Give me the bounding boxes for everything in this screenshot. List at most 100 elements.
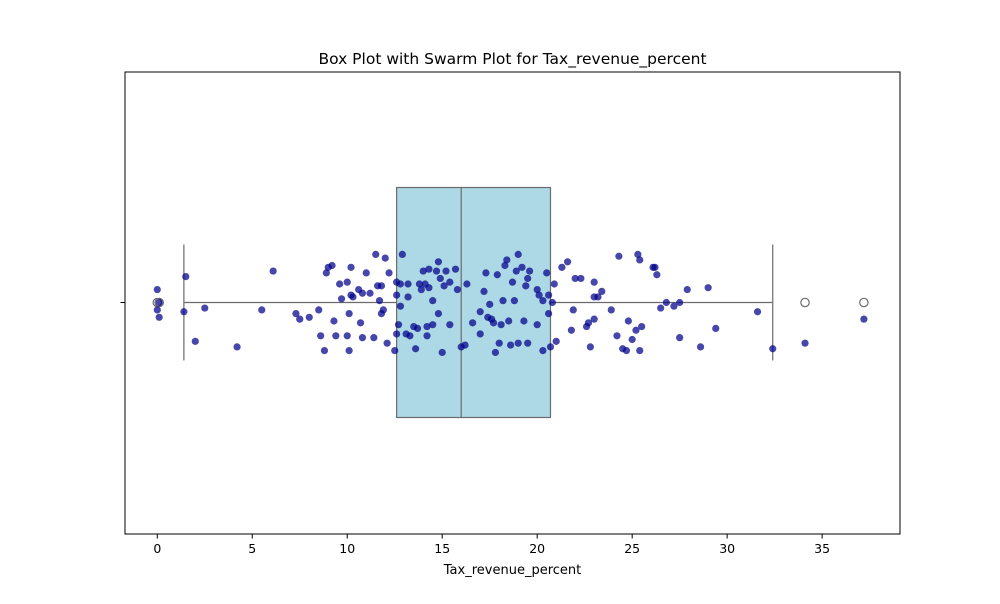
swarm-point [372, 250, 380, 258]
swarm-point [497, 321, 505, 329]
swarm-point [493, 271, 501, 279]
swarm-point [539, 297, 547, 305]
swarm-point [469, 319, 477, 327]
swarm-point [406, 332, 414, 340]
swarm-point [486, 300, 494, 308]
swarm-point [558, 263, 566, 271]
swarm-point [415, 280, 424, 288]
swarm-point [550, 280, 558, 288]
swarm-point [404, 293, 412, 301]
swarm-point [366, 289, 374, 297]
swarm-point [343, 278, 351, 286]
x-axis: 0 5 10 15 20 25 30 35 [153, 534, 830, 556]
swarm-point [535, 291, 543, 299]
swarm-point [548, 298, 556, 307]
swarm-point [453, 285, 462, 294]
swarm-point [446, 278, 454, 286]
swarm-point [491, 348, 500, 357]
swarm-point [429, 321, 437, 329]
swarm-point [525, 267, 534, 275]
swarm-point [543, 269, 551, 277]
swarm-point [622, 347, 631, 355]
swarm-point [495, 339, 503, 347]
swarm-point [438, 348, 446, 357]
swarm-point [153, 306, 161, 314]
swarm-point [296, 315, 304, 323]
swarm-point [432, 267, 441, 275]
swarm-point [552, 337, 560, 345]
x-tick-label: 20 [529, 541, 545, 556]
swarm-point [476, 330, 484, 338]
swarm-point [429, 297, 437, 305]
swarm-point [480, 287, 488, 295]
swarm-point [461, 341, 469, 349]
swarm-point [269, 267, 277, 275]
swarm-point [349, 293, 357, 301]
swarm-point [508, 278, 517, 286]
swarm-point [624, 317, 632, 325]
swarm-point [345, 310, 353, 318]
swarm-point [533, 285, 541, 294]
swarm-point [524, 274, 532, 283]
x-tick-label: 35 [814, 541, 830, 556]
swarm-point [155, 313, 163, 321]
outlier-marker [154, 297, 164, 308]
swarm-point [653, 271, 661, 279]
x-tick-label: 5 [248, 541, 256, 556]
swarm-point [590, 278, 598, 286]
swarm-point [375, 297, 384, 305]
swarm-point [436, 274, 444, 283]
outlier-marker [859, 297, 869, 308]
swarm-point [451, 265, 460, 273]
swarm-point [518, 263, 526, 271]
swarm-point [356, 319, 365, 327]
swarm-point [505, 317, 513, 325]
swarm-point [712, 324, 720, 332]
swarm-point [520, 317, 528, 325]
swarm-point [510, 297, 518, 305]
swarm-point [317, 332, 325, 340]
swarm-point [377, 282, 386, 290]
swarm-point [801, 339, 809, 347]
swarm-point [440, 282, 448, 290]
swarm-point [358, 289, 367, 297]
swarm-point [434, 258, 443, 266]
swarm-point [676, 334, 684, 342]
swarm-point [613, 332, 621, 340]
swarm-point [860, 315, 868, 323]
outlier-marker [800, 297, 810, 308]
swarm-point [615, 252, 623, 260]
swarm-point [567, 326, 575, 334]
swarm-point [584, 319, 593, 327]
swarm-point [419, 267, 427, 275]
swarm-point [607, 306, 615, 314]
swarm-point [544, 291, 553, 299]
swarm-point [180, 308, 188, 316]
x-tick-label: 10 [339, 541, 355, 556]
swarm-point [636, 256, 644, 264]
swarm-point [423, 332, 431, 340]
swarm-point [533, 321, 541, 329]
swarm-point [396, 302, 405, 310]
x-tick-label: 0 [153, 541, 161, 556]
swarm-point [423, 322, 431, 331]
swarm-point [182, 273, 190, 281]
swarm-point [503, 256, 511, 264]
swarm-point [499, 297, 507, 305]
swarm-point [753, 308, 762, 316]
swarm-point [191, 337, 199, 345]
swarm-point [571, 274, 579, 283]
swarm-point [413, 324, 422, 332]
swarm-point [385, 269, 393, 277]
swarm-point [586, 343, 594, 351]
swarm-point [258, 306, 266, 314]
swarm-point [345, 347, 353, 355]
swarm-point [683, 285, 691, 294]
swarm-point [396, 280, 405, 288]
swarm-point [393, 291, 401, 299]
swarm-point [434, 310, 443, 318]
swarm-point [662, 298, 670, 307]
swarm-point [336, 280, 344, 288]
